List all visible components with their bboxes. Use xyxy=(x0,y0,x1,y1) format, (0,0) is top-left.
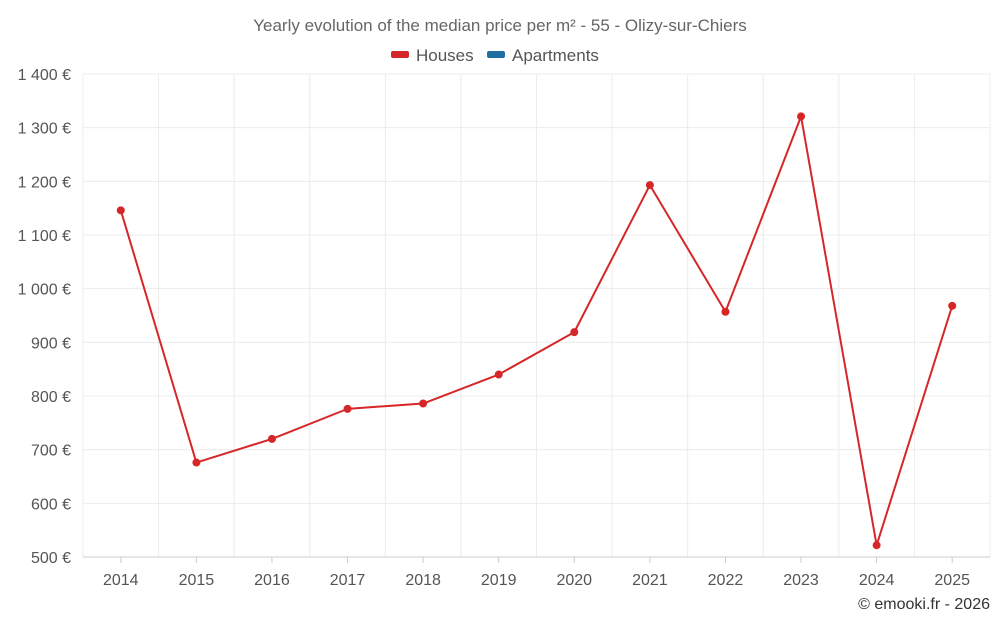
data-point-houses-2014[interactable] xyxy=(116,206,125,215)
legend: Houses Apartments xyxy=(391,46,599,65)
x-tick-label: 2016 xyxy=(254,572,290,589)
data-point-houses-2016[interactable] xyxy=(267,434,276,443)
legend-item-apartments[interactable]: Apartments xyxy=(487,46,599,65)
x-tick-label: 2019 xyxy=(481,572,517,589)
y-tick-label: 1 400 € xyxy=(18,67,71,84)
data-point-houses-2024[interactable] xyxy=(872,541,881,550)
y-tick-label: 700 € xyxy=(31,443,71,460)
x-tick-label: 2022 xyxy=(708,572,744,589)
x-tick-label: 2015 xyxy=(179,572,215,589)
grid xyxy=(82,73,991,558)
data-point-houses-2019[interactable] xyxy=(494,370,503,379)
series-line-houses xyxy=(119,115,954,547)
legend-swatch-apartments xyxy=(487,51,505,58)
legend-label-houses: Houses xyxy=(416,46,474,65)
data-point-houses-2017[interactable] xyxy=(343,404,352,413)
x-axis-ticks: 2014 2015 2016 2017 2018 2019 2020 2021 2022 2023… xyxy=(103,557,970,589)
chart-title: Yearly evolution of the median price per… xyxy=(253,16,747,35)
legend-label-apartments: Apartments xyxy=(512,46,599,65)
legend-swatch-houses xyxy=(391,51,409,58)
legend-item-houses[interactable]: Houses xyxy=(391,46,474,65)
x-tick-label: 2021 xyxy=(632,572,668,589)
data-point-houses-2025[interactable] xyxy=(948,301,957,310)
credit-text: © emooki.fr - 2026 xyxy=(858,596,990,613)
y-tick-label: 1 100 € xyxy=(18,228,71,245)
x-tick-label: 2023 xyxy=(783,572,819,589)
y-tick-label: 1 000 € xyxy=(18,282,71,299)
y-axis-ticks: 500 € 600 € 700 € 800 € 900 € 1 000 € 1 100 € 1… xyxy=(18,67,71,567)
y-tick-label: 1 300 € xyxy=(18,121,71,138)
data-point-houses-2021[interactable] xyxy=(645,181,654,190)
y-tick-label: 1 200 € xyxy=(18,174,71,191)
data-point-houses-2018[interactable] xyxy=(419,399,428,408)
x-tick-label: 2018 xyxy=(405,572,441,589)
x-tick-label: 2014 xyxy=(103,572,139,589)
y-tick-label: 900 € xyxy=(31,335,71,352)
x-tick-label: 2024 xyxy=(859,572,895,589)
data-point-houses-2022[interactable] xyxy=(721,307,730,316)
data-point-houses-2020[interactable] xyxy=(570,328,579,337)
series-houses xyxy=(116,112,957,550)
y-tick-label: 500 € xyxy=(31,550,71,567)
x-tick-label: 2020 xyxy=(556,572,592,589)
data-point-houses-2023[interactable] xyxy=(797,112,806,121)
data-point-houses-2015[interactable] xyxy=(192,458,201,467)
x-tick-label: 2025 xyxy=(934,572,970,589)
x-tick-label: 2017 xyxy=(330,572,366,589)
y-tick-label: 800 € xyxy=(31,389,71,406)
y-tick-label: 600 € xyxy=(31,496,71,513)
